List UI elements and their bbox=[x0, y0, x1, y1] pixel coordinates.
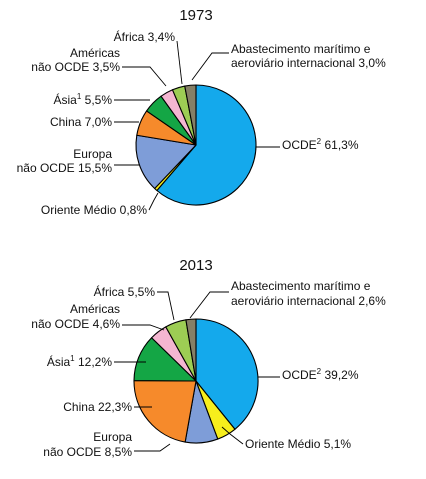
value-text: 8,5% bbox=[105, 445, 133, 459]
value-text: 0,8% bbox=[120, 203, 148, 217]
label-text: Abastecimento marítimo e bbox=[231, 279, 371, 293]
label-text: Ásia bbox=[47, 354, 71, 369]
label-text-line2: aeroviário internacional bbox=[231, 56, 355, 70]
slice-label-oecd: OCDE2 61,3% bbox=[282, 137, 359, 152]
pie-slice-china bbox=[133, 380, 197, 443]
slice-label-europe: Europa não OCDE 15,5% bbox=[17, 147, 113, 175]
label-text-line2: não OCDE bbox=[43, 445, 101, 459]
value-text: 2,6% bbox=[358, 294, 386, 308]
label-text: China bbox=[50, 115, 82, 129]
value-text: 39,2% bbox=[324, 368, 358, 382]
label-text: Oriente Médio bbox=[41, 203, 117, 217]
label-text: Oriente Médio bbox=[245, 437, 321, 451]
footnote-mark: 1 bbox=[77, 92, 82, 101]
value-text: 3,0% bbox=[358, 56, 386, 70]
leader-line-europe bbox=[134, 443, 171, 452]
pie-slice-bunkers bbox=[184, 84, 197, 146]
label-text: Europa bbox=[73, 147, 112, 161]
leader-line-middle-east bbox=[221, 426, 244, 445]
label-text: Américas bbox=[70, 302, 120, 316]
label-text: China bbox=[63, 400, 95, 414]
leader-line-bunkers bbox=[191, 52, 229, 81]
slice-label-americas: Américas não OCDE 4,6% bbox=[31, 302, 120, 331]
label-text: África bbox=[94, 284, 125, 299]
leader-line-middle-east bbox=[148, 192, 159, 211]
slice-label-asia: Ásia1 5,5% bbox=[54, 92, 113, 107]
leader-line-africa bbox=[157, 291, 175, 321]
pie-slice-oecd bbox=[156, 84, 257, 206]
value-text: 15,5% bbox=[78, 161, 112, 175]
slice-label-china: China 22,3% bbox=[63, 400, 132, 414]
slice-label-europe: Europa não OCDE 8,5% bbox=[43, 430, 132, 459]
label-text-line2: não OCDE bbox=[31, 60, 89, 74]
slice-label-americas: Américas não OCDE 3,5% bbox=[31, 46, 120, 74]
chart-title: 2013 bbox=[179, 257, 212, 274]
chart-title: 1973 bbox=[179, 7, 212, 24]
slice-label-bunkers: Abastecimento marítimo e aeroviário inter… bbox=[231, 279, 386, 308]
value-text: 7,0% bbox=[85, 115, 113, 129]
slice-label-oecd: OCDE2 39,2% bbox=[282, 367, 359, 382]
label-text-line2: não OCDE bbox=[31, 317, 89, 331]
leader-line-americas bbox=[122, 324, 165, 331]
label-text: Abastecimento marítimo e bbox=[231, 42, 371, 56]
label-text: África bbox=[114, 29, 145, 44]
leader-line-bunkers bbox=[189, 291, 229, 319]
leader-line-africa bbox=[176, 40, 183, 85]
pie-slice-oecd bbox=[195, 318, 259, 430]
label-text: OCDE bbox=[282, 368, 317, 382]
slice-label-africa: África 3,4% bbox=[114, 29, 176, 44]
value-text: 12,2% bbox=[78, 355, 112, 369]
slice-label-middle-east: Oriente Médio 5,1% bbox=[245, 437, 351, 451]
value-text: 3,5% bbox=[93, 60, 121, 74]
value-text: 5,5% bbox=[85, 93, 113, 107]
value-text: 3,4% bbox=[148, 30, 176, 44]
footnote-mark: 2 bbox=[317, 137, 322, 146]
pie-slice-bunkers bbox=[185, 318, 197, 382]
label-text-line2: não OCDE bbox=[17, 161, 75, 175]
value-text: 5,5% bbox=[128, 285, 156, 299]
label-text: Ásia bbox=[54, 92, 78, 107]
slice-label-middle-east: Oriente Médio 0,8% bbox=[41, 203, 147, 217]
value-text: 61,3% bbox=[324, 138, 358, 152]
footnote-mark: 2 bbox=[317, 367, 322, 376]
value-text: 5,1% bbox=[324, 437, 352, 451]
leader-line-americas bbox=[122, 66, 167, 87]
label-text-line2: aeroviário internacional bbox=[231, 294, 355, 308]
slice-label-china: China 7,0% bbox=[50, 115, 112, 129]
pie-slice-europe bbox=[135, 134, 197, 190]
label-text: Américas bbox=[70, 46, 120, 60]
footnote-mark: 1 bbox=[70, 354, 75, 363]
value-text: 22,3% bbox=[98, 400, 132, 414]
value-text: 4,6% bbox=[93, 317, 121, 331]
slice-label-africa: África 5,5% bbox=[94, 284, 156, 299]
label-text: Europa bbox=[93, 430, 132, 444]
slice-label-asia: Ásia1 12,2% bbox=[47, 354, 112, 369]
slice-label-bunkers: Abastecimento marítimo e aeroviário inter… bbox=[231, 42, 386, 70]
label-text: OCDE bbox=[282, 138, 317, 152]
